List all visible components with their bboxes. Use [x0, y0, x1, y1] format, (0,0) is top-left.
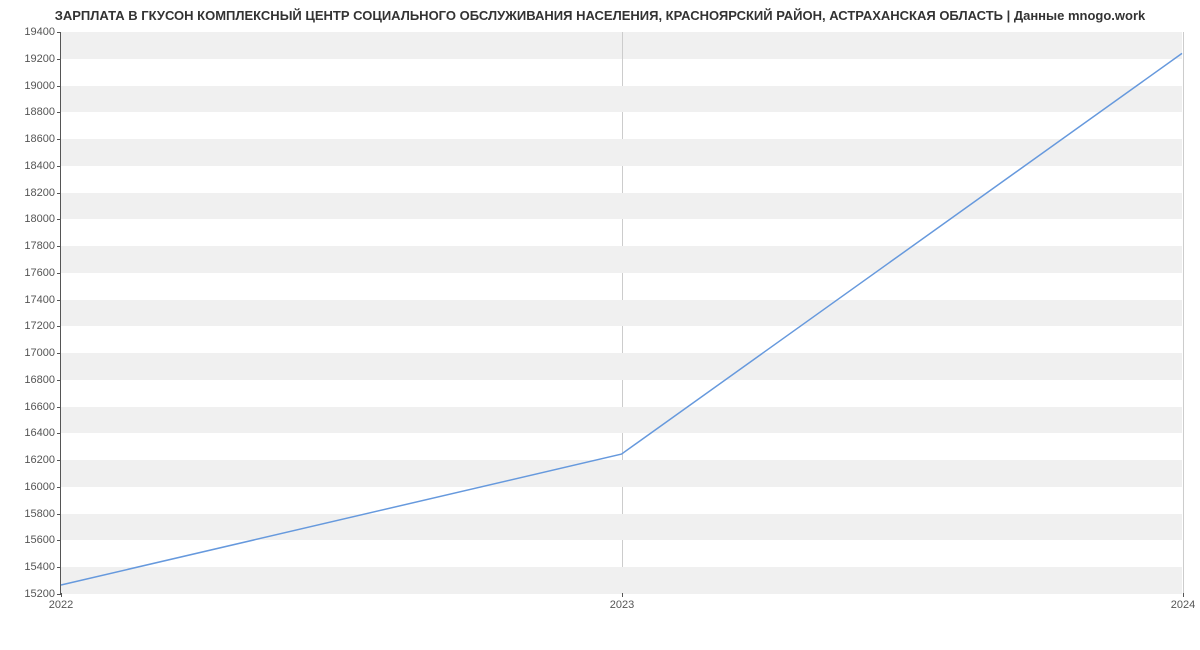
y-tick-mark: [57, 32, 61, 33]
y-tick-mark: [57, 407, 61, 408]
line-layer: [61, 32, 1182, 593]
y-tick-mark: [57, 380, 61, 381]
y-tick-label: 18200: [24, 187, 55, 199]
x-tick-mark: [61, 593, 62, 597]
y-tick-mark: [57, 219, 61, 220]
y-tick-label: 18400: [24, 160, 55, 172]
x-tick-label: 2022: [49, 599, 73, 611]
y-tick-mark: [57, 300, 61, 301]
x-tick-label: 2024: [1171, 599, 1195, 611]
y-tick-label: 16000: [24, 481, 55, 493]
y-tick-mark: [57, 246, 61, 247]
y-tick-label: 17400: [24, 294, 55, 306]
y-tick-mark: [57, 59, 61, 60]
y-tick-label: 16400: [24, 427, 55, 439]
y-tick-mark: [57, 326, 61, 327]
y-tick-mark: [57, 353, 61, 354]
y-tick-mark: [57, 112, 61, 113]
y-tick-label: 15600: [24, 534, 55, 546]
y-tick-mark: [57, 540, 61, 541]
x-gridline: [1183, 32, 1184, 593]
y-tick-label: 18600: [24, 133, 55, 145]
y-tick-mark: [57, 433, 61, 434]
y-tick-label: 15800: [24, 508, 55, 520]
chart-title: ЗАРПЛАТА В ГКУСОН КОМПЛЕКСНЫЙ ЦЕНТР СОЦИ…: [0, 8, 1200, 23]
y-tick-label: 19000: [24, 80, 55, 92]
y-tick-label: 19200: [24, 53, 55, 65]
y-tick-label: 16600: [24, 401, 55, 413]
y-tick-label: 18800: [24, 106, 55, 118]
y-tick-label: 16800: [24, 374, 55, 386]
y-tick-label: 15400: [24, 561, 55, 573]
y-tick-label: 18000: [24, 213, 55, 225]
salary-chart: ЗАРПЛАТА В ГКУСОН КОМПЛЕКСНЫЙ ЦЕНТР СОЦИ…: [0, 0, 1200, 650]
y-tick-mark: [57, 514, 61, 515]
y-tick-label: 17800: [24, 240, 55, 252]
y-tick-mark: [57, 460, 61, 461]
y-tick-label: 17600: [24, 267, 55, 279]
y-tick-mark: [57, 273, 61, 274]
y-tick-label: 16200: [24, 454, 55, 466]
series-line-salary: [61, 53, 1182, 585]
x-tick-label: 2023: [610, 599, 634, 611]
y-tick-mark: [57, 86, 61, 87]
x-tick-mark: [622, 593, 623, 597]
y-tick-mark: [57, 567, 61, 568]
y-tick-mark: [57, 166, 61, 167]
y-tick-label: 17200: [24, 320, 55, 332]
plot-area: 1520015400156001580016000162001640016600…: [60, 32, 1182, 594]
y-tick-mark: [57, 193, 61, 194]
x-tick-mark: [1183, 593, 1184, 597]
y-tick-mark: [57, 487, 61, 488]
y-tick-label: 19400: [24, 26, 55, 38]
y-tick-mark: [57, 139, 61, 140]
y-tick-label: 17000: [24, 347, 55, 359]
